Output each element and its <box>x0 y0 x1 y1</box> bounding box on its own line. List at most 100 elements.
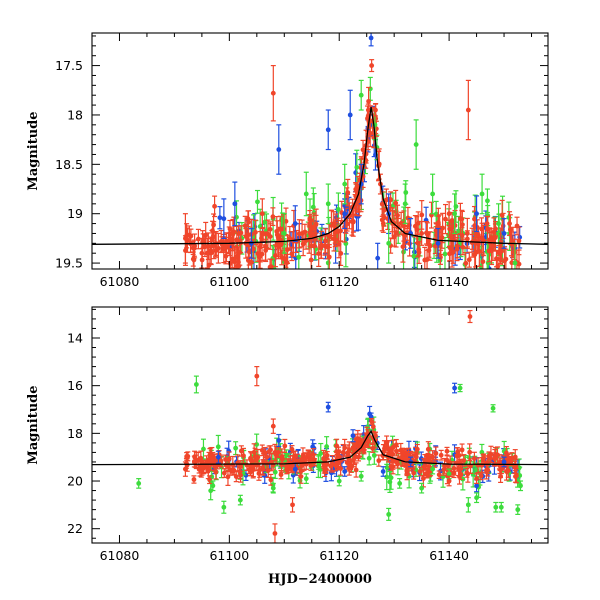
blue-point <box>350 429 356 443</box>
red-point <box>369 417 375 425</box>
dense-blue-point <box>517 225 523 249</box>
bottom-y-axis-label: Magnitude <box>26 385 41 464</box>
x-tick-label: 61140 <box>429 274 469 289</box>
top-y-axis-label: Magnitude <box>26 111 41 190</box>
dense-red-point <box>484 464 490 474</box>
blue-point <box>325 401 331 413</box>
dense-red-point <box>428 201 434 229</box>
dense-red-point <box>439 226 445 249</box>
blue-point <box>375 242 381 269</box>
dense-red-point <box>291 450 297 468</box>
blue-point <box>380 466 386 477</box>
dense-red-point <box>384 441 390 452</box>
dense-red-point <box>388 462 394 471</box>
dense-red-point <box>498 469 504 483</box>
dense-red-point <box>490 231 496 262</box>
dense-red-point <box>438 449 444 461</box>
red-point <box>507 211 513 237</box>
dense-red-point <box>278 469 284 480</box>
y-tick-label: 17.5 <box>55 58 83 73</box>
bottom-x-axis-label: HJD−2400000 <box>268 572 372 587</box>
dense-red-point <box>472 239 478 269</box>
green-point <box>386 507 392 521</box>
dense-red-point <box>502 246 508 269</box>
dense-red-point <box>267 221 273 238</box>
red-point <box>467 309 473 324</box>
dense-red-point <box>464 467 470 478</box>
dense-red-point <box>403 450 409 468</box>
green-point <box>515 504 521 515</box>
dense-red-point <box>344 216 350 232</box>
dense-red-point <box>423 469 429 479</box>
green-point <box>303 171 309 217</box>
top-model-curve <box>92 107 548 245</box>
x-tick-label: 61080 <box>100 548 140 563</box>
dense-red-point <box>238 445 244 457</box>
blue-point <box>232 181 238 227</box>
green-point <box>465 497 471 513</box>
dense-red-point <box>480 454 486 464</box>
dense-red-point <box>208 236 214 265</box>
bottom-model-curve <box>92 430 548 466</box>
dense-red-point <box>316 240 322 268</box>
dense-red-point <box>425 441 431 458</box>
red-point <box>372 431 378 440</box>
green-point <box>419 482 425 494</box>
dense-red-point <box>460 239 466 256</box>
x-tick-label: 61140 <box>429 548 469 563</box>
dense-red-point <box>512 470 518 483</box>
dense-red-point <box>492 448 498 467</box>
blue-point <box>347 89 353 141</box>
green-point <box>193 375 199 394</box>
dense-red-point <box>213 456 219 466</box>
dense-red-point <box>340 443 346 461</box>
bottom-panel: 61080 61100 61120 61140 14 16 18 20 22 Magnitude… <box>26 306 549 587</box>
dense-red-point <box>457 202 463 235</box>
dense-red-point <box>379 208 385 232</box>
dense-red-point <box>455 447 461 457</box>
dense-red-point <box>328 210 334 241</box>
x-tick-label: 61120 <box>319 548 359 563</box>
blue-point <box>368 33 374 47</box>
green-point <box>452 193 458 235</box>
dense-red-point <box>265 219 271 250</box>
dense-red-point <box>245 245 251 269</box>
red-point <box>259 198 265 230</box>
dense-green-point <box>366 451 372 466</box>
dense-red-point <box>256 466 262 481</box>
y-tick-label: 22 <box>67 521 83 536</box>
dense-red-point <box>516 249 522 269</box>
dense-red-point <box>191 475 197 484</box>
x-tick-label: 61100 <box>209 548 249 563</box>
green-point <box>303 473 309 485</box>
red-point <box>446 201 452 227</box>
dense-red-point <box>480 253 486 269</box>
dense-red-point <box>353 462 359 478</box>
dense-red-point <box>390 439 396 455</box>
dense-red-point <box>486 451 492 461</box>
dense-red-point <box>458 468 464 481</box>
green-point <box>518 480 524 492</box>
green-point <box>498 501 504 513</box>
blue-point <box>501 456 507 468</box>
red-point <box>290 497 296 513</box>
dense-red-point <box>323 464 329 474</box>
green-point <box>325 183 331 225</box>
red-point <box>474 473 480 485</box>
blue-point <box>215 450 221 464</box>
dense-red-point <box>258 230 264 246</box>
dense-red-point <box>444 446 450 456</box>
dense-red-point <box>186 225 192 245</box>
red-point <box>182 461 188 477</box>
dense-red-point <box>463 252 469 269</box>
dense-red-point <box>399 449 405 467</box>
green-point <box>430 173 436 215</box>
bottom-plot-frame <box>91 306 549 544</box>
dense-red-point <box>184 452 190 461</box>
dense-red-point <box>313 208 319 240</box>
red-point <box>298 466 304 477</box>
blue-point <box>276 124 282 175</box>
red-point <box>272 523 278 543</box>
blue-point <box>276 433 282 448</box>
bottom-panel-marks <box>136 309 524 543</box>
